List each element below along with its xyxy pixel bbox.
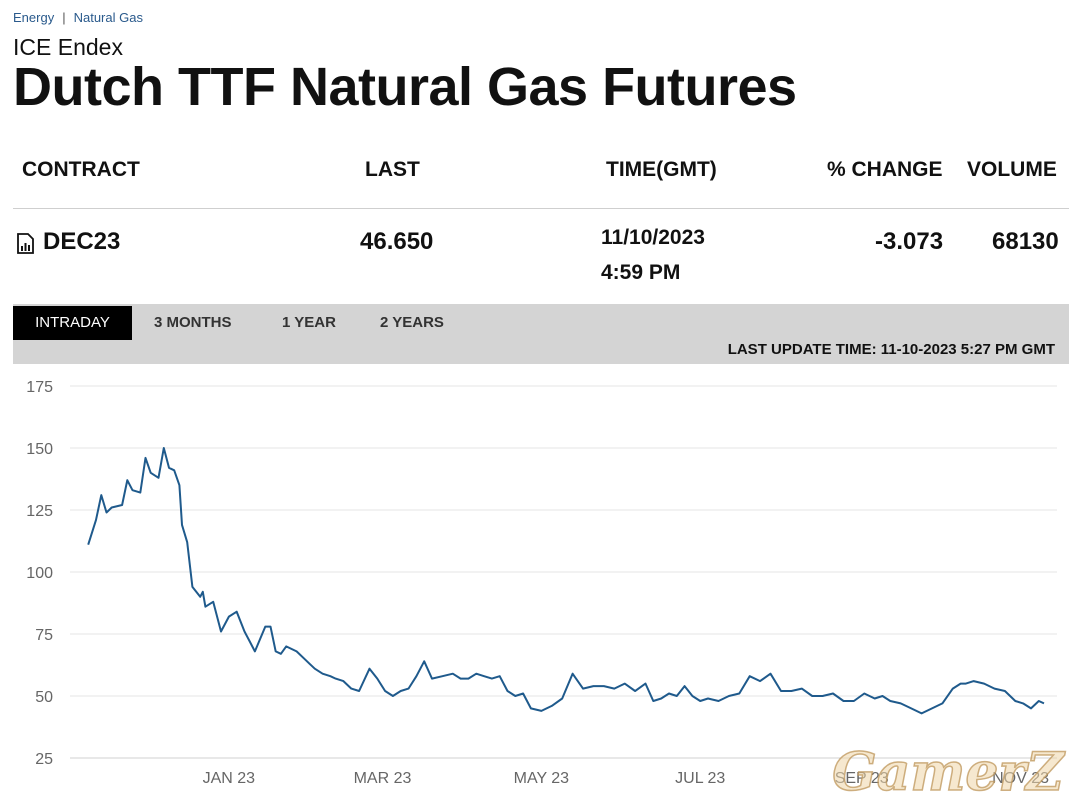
y-tick-label: 50: [35, 689, 53, 706]
price-series-line: [87, 447, 1045, 715]
breadcrumb-natural-gas[interactable]: Natural Gas: [73, 10, 143, 25]
y-tick-label: 125: [26, 503, 53, 520]
contract-name[interactable]: DEC23: [43, 228, 121, 255]
x-tick-label: NOV 23: [992, 770, 1049, 787]
last-update-time: LAST UPDATE TIME: 11-10-2023 5:27 PM GMT: [727, 341, 1055, 358]
page-title: Dutch TTF Natural Gas Futures: [13, 57, 797, 117]
x-tick-label: MAY 23: [514, 770, 570, 787]
tab-intraday[interactable]: INTRADAY: [13, 306, 132, 340]
y-tick-label: 100: [26, 565, 53, 582]
x-tick-label: SEP 23: [835, 770, 889, 787]
column-header-change: % CHANGE: [827, 158, 943, 181]
tab-1-year[interactable]: 1 YEAR: [282, 314, 336, 331]
table-divider: [13, 208, 1069, 209]
x-tick-label: MAR 23: [354, 770, 412, 787]
column-header-time: TIME(GMT): [606, 158, 717, 181]
trade-time: 4:59 PM: [601, 261, 681, 284]
breadcrumb-energy[interactable]: Energy: [13, 10, 55, 25]
y-tick-label: 175: [26, 379, 53, 396]
y-tick-label: 25: [35, 751, 53, 768]
y-tick-label: 75: [35, 627, 53, 644]
x-tick-label: JUL 23: [675, 770, 725, 787]
last-price: 46.650: [360, 228, 434, 255]
column-header-contract: CONTRACT: [22, 158, 140, 181]
tab-2-years[interactable]: 2 YEARS: [380, 314, 444, 331]
tab-3-months[interactable]: 3 MONTHS: [154, 314, 232, 331]
exchange-name: ICE Endex: [13, 34, 123, 60]
column-header-last: LAST: [365, 158, 420, 181]
column-header-volume: VOLUME: [967, 158, 1057, 181]
y-tick-label: 150: [26, 441, 53, 458]
chart-range-tabs: INTRADAY 3 MONTHS 1 YEAR 2 YEARS LAST UP…: [13, 304, 1069, 364]
watermark-logo: GamerZ: [831, 742, 1066, 800]
percent-change: -3.073: [875, 228, 944, 255]
breadcrumb: Energy | Natural Gas: [13, 10, 143, 25]
trade-date: 11/10/2023: [601, 226, 705, 249]
x-tick-label: JAN 23: [203, 770, 256, 787]
document-chart-icon[interactable]: [17, 233, 34, 254]
svg-text:GamerZ: GamerZ: [832, 742, 1066, 800]
price-chart: 25 50 75 100 125 150 175 JAN 23 MAR 23 MAY 23 JUL…: [26, 379, 1057, 787]
breadcrumb-separator: |: [62, 10, 66, 25]
volume: 68130: [992, 228, 1059, 255]
